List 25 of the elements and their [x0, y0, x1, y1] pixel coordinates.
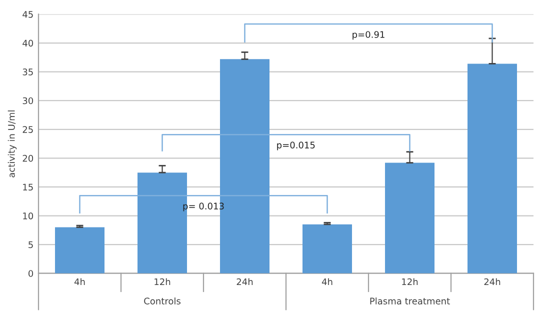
y-tick-label: 45 — [22, 11, 33, 18]
x-tick-label: 24h — [484, 278, 500, 286]
bar — [385, 162, 434, 274]
y-tick-label: 20 — [22, 154, 34, 162]
text: Plasma treatment — [370, 297, 450, 304]
bar — [468, 64, 517, 274]
x-tick-label: 12h — [402, 278, 418, 286]
y-tick-label: 30 — [22, 97, 34, 104]
annotation: p=0.015 — [277, 142, 315, 150]
y-tick-label: 25 — [22, 126, 33, 133]
y-tick-label: 35 — [22, 68, 33, 76]
bar — [55, 227, 104, 274]
y-axis-title: activity in U/ml — [8, 110, 17, 178]
y-tick-label: 40 — [22, 40, 34, 47]
y-tick-label: 10 — [23, 212, 34, 220]
x-tick-label: 4h — [322, 278, 332, 286]
y-tick-label: 0 — [28, 270, 34, 277]
y-tick-label: 15 — [23, 184, 33, 191]
bar — [302, 224, 352, 274]
y-tick-label: 5 — [28, 241, 33, 248]
x-tick-label: 12h — [154, 278, 170, 286]
x-tick-label: 4h — [74, 278, 85, 286]
annotation: p=0.91 — [352, 31, 384, 40]
text: Controls — [144, 297, 180, 304]
x-tick-label: 24h — [236, 278, 253, 286]
